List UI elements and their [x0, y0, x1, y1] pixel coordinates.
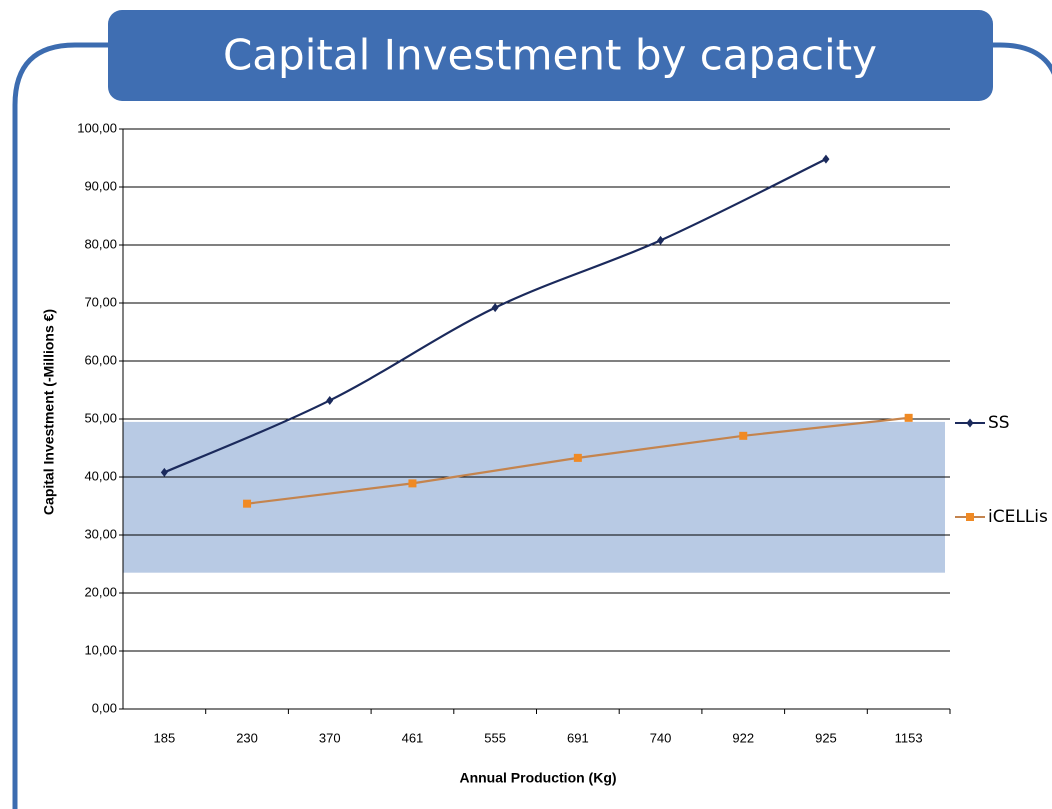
- y-tick-label: 100,00: [77, 120, 117, 135]
- x-tick-label: 922: [732, 730, 754, 745]
- chart-title: Capital Investment by capacity: [223, 31, 877, 80]
- x-tick-label: 230: [236, 730, 258, 745]
- y-tick-label: 80,00: [84, 236, 117, 251]
- x-axis-title: Annual Production (Kg): [459, 770, 616, 786]
- x-tick-label: 185: [153, 730, 175, 745]
- data-point: [739, 431, 748, 440]
- y-tick-label: 60,00: [84, 352, 117, 367]
- legend-label: SS: [988, 413, 1010, 433]
- y-tick-label: 0,00: [92, 700, 117, 715]
- x-tick-label: 740: [650, 730, 672, 745]
- y-tick-label: 10,00: [84, 642, 117, 657]
- legend-label: iCELLis: [988, 507, 1048, 527]
- legend-marker: [966, 418, 974, 428]
- x-tick-label: 370: [319, 730, 341, 745]
- x-tick-label: 925: [815, 730, 837, 745]
- x-tick-label: 555: [484, 730, 506, 745]
- data-point: [657, 235, 665, 245]
- data-point: [904, 413, 913, 422]
- data-point: [491, 303, 499, 313]
- data-point: [243, 499, 252, 508]
- legend-marker: [966, 513, 974, 521]
- y-tick-label: 50,00: [84, 410, 117, 425]
- y-tick-label: 30,00: [84, 526, 117, 541]
- data-point: [326, 395, 334, 405]
- data-point: [573, 453, 582, 462]
- y-tick-label: 90,00: [84, 178, 117, 193]
- x-tick-label: 1153: [895, 730, 923, 745]
- data-point: [822, 154, 830, 164]
- data-point: [408, 479, 417, 488]
- x-tick-label: 691: [567, 730, 589, 745]
- y-tick-label: 70,00: [84, 294, 117, 309]
- x-tick-label: 461: [402, 730, 424, 745]
- title-box: [108, 10, 993, 101]
- y-tick-label: 40,00: [84, 468, 117, 483]
- data-point: [160, 467, 168, 477]
- highlight-band: [123, 421, 945, 573]
- y-tick-label: 20,00: [84, 584, 117, 599]
- y-axis-title: Capital Investment (-Millions €): [41, 309, 57, 515]
